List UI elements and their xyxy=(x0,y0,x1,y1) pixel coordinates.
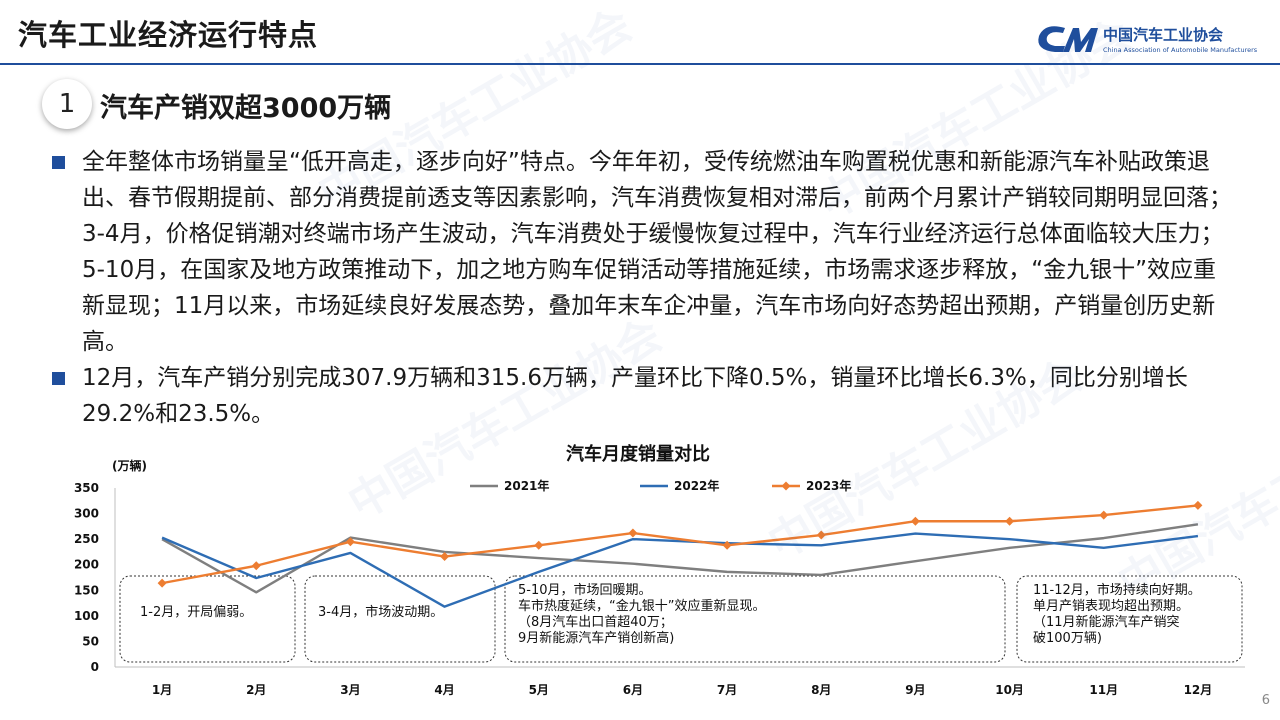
y-tick-label: 250 xyxy=(74,532,99,546)
y-tick-label: 0 xyxy=(91,660,99,674)
section-number-badge: 1 xyxy=(42,79,92,129)
series-line-2022年 xyxy=(161,532,1199,608)
data-point xyxy=(440,552,450,562)
x-tick-label: 8月 xyxy=(811,683,831,697)
title-divider xyxy=(0,63,1280,65)
x-tick-label: 7月 xyxy=(717,683,737,697)
annotation-box xyxy=(504,575,1006,663)
annotation-text: 车市热度延续，“金九银十”效应重新显现。 xyxy=(518,598,765,614)
annotation-text: （11月新能源汽车产销突 xyxy=(1033,614,1180,630)
x-tick-label: 10月 xyxy=(995,683,1024,697)
y-tick-label: 300 xyxy=(74,507,99,521)
series-line-2023年 xyxy=(161,504,1199,585)
y-tick-label: 50 xyxy=(82,634,99,648)
y-axis-unit-label: (万辆) xyxy=(112,458,147,473)
data-point xyxy=(910,516,920,526)
caam-logo: 中国汽车工业协会 China Association of Automobile… xyxy=(1035,20,1275,60)
square-bullet-icon xyxy=(52,156,65,169)
bullet-text: 全年整体市场销量呈“低开高走，逐步向好”特点。今年年初，受传统燃油车购置税优惠和… xyxy=(82,149,1232,355)
x-tick-label: 1月 xyxy=(152,683,172,697)
data-point xyxy=(1099,510,1109,520)
chart-axes: 0 50 100 150 200 250 300 350 1月 2月 3月 4月 5月 6月 7月 8月 9月 1… xyxy=(74,481,1245,697)
bullet-item: 12月，汽车产销分别完成307.9万辆和315.6万辆，产量环比下降0.5%，销… xyxy=(48,360,1238,432)
data-point xyxy=(157,578,167,588)
data-point xyxy=(534,540,544,550)
legend-label: 2023年 xyxy=(806,478,851,493)
x-tick-label: 12月 xyxy=(1184,683,1213,697)
monthly-sales-chart: 汽车月度销量对比 (万辆) 2021年 2022年 2023年 1-2月，开局偏弱。… xyxy=(74,443,1245,697)
annotation-box xyxy=(119,575,296,663)
data-point xyxy=(816,530,826,540)
annotation-text: （8月汽车出口首超40万； xyxy=(518,614,673,630)
chart-series xyxy=(157,500,1203,608)
chart-legend: 2021年 2022年 2023年 xyxy=(470,478,851,493)
data-point xyxy=(1193,500,1203,510)
data-point xyxy=(345,537,355,547)
page-title: 汽车工业经济运行特点 xyxy=(18,18,319,52)
annotation-text: 5-10月，市场回暖期。 xyxy=(518,582,652,598)
page-number: 6 xyxy=(1261,693,1270,708)
legend-marker xyxy=(781,481,791,491)
annotation-box xyxy=(1016,575,1243,663)
y-tick-label: 200 xyxy=(74,558,99,572)
annotation-text: 1-2月，开局偏弱。 xyxy=(140,605,252,620)
data-point xyxy=(722,540,732,550)
annotation-box xyxy=(304,575,496,663)
chart-title: 汽车月度销量对比 xyxy=(566,443,710,465)
logo-name-cn: 中国汽车工业协会 xyxy=(1103,26,1224,44)
x-tick-label: 2月 xyxy=(246,683,266,697)
y-tick-label: 350 xyxy=(74,481,99,495)
y-tick-label: 100 xyxy=(74,609,99,623)
annotation-text: 破100万辆) xyxy=(1033,631,1102,646)
x-tick-label: 4月 xyxy=(434,683,454,697)
data-point xyxy=(1005,516,1015,526)
annotation-text: 3-4月，市场波动期。 xyxy=(318,604,443,620)
square-bullet-icon xyxy=(52,372,65,385)
chart-annotations: 1-2月，开局偏弱。 3-4月，市场波动期。 5-10月，市场回暖期。车市热度延续，… xyxy=(119,575,1243,663)
data-point xyxy=(628,528,638,538)
x-tick-label: 3月 xyxy=(340,683,360,697)
x-tick-label: 5月 xyxy=(529,683,549,697)
legend-label: 2022年 xyxy=(674,478,719,493)
caam-logo-icon xyxy=(1038,26,1098,52)
y-tick-label: 150 xyxy=(74,583,99,597)
annotation-text: 11-12月，市场持续向好期。 xyxy=(1033,582,1201,598)
logo-name-en: China Association of Automobile Manufact… xyxy=(1103,46,1258,54)
x-tick-label: 9月 xyxy=(905,683,925,697)
x-tick-label: 11月 xyxy=(1089,683,1118,697)
data-point xyxy=(251,561,261,571)
title-bar: 汽车工业经济运行特点 中国汽车工业协会 China Association of… xyxy=(0,0,1280,66)
bullet-list: 全年整体市场销量呈“低开高走，逐步向好”特点。今年年初，受传统燃油车购置税优惠和… xyxy=(48,144,1238,432)
bullet-text: 12月，汽车产销分别完成307.9万辆和315.6万辆，产量环比下降0.5%，销… xyxy=(82,365,1188,427)
section-title: 汽车产销双超3000万辆 xyxy=(100,93,392,124)
x-tick-label: 6月 xyxy=(623,683,643,697)
bullet-item: 全年整体市场销量呈“低开高走，逐步向好”特点。今年年初，受传统燃油车购置税优惠和… xyxy=(48,144,1238,360)
legend-label: 2021年 xyxy=(504,478,549,493)
annotation-text: 9月新能源汽车产销创新高) xyxy=(518,630,674,646)
annotation-text: 单月产销表现均超出预期。 xyxy=(1033,599,1189,614)
